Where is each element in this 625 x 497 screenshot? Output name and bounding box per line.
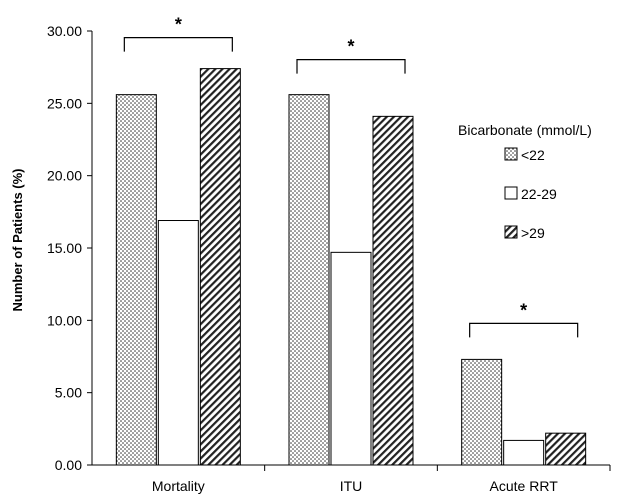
legend-label-1: 22-29 (521, 186, 557, 202)
y-tick-label: 15.00 (47, 240, 82, 256)
y-tick-label: 30.00 (47, 23, 82, 39)
y-axis-label: Number of Patients (%) (10, 168, 25, 311)
bars (115, 68, 587, 466)
category-label: Mortality (152, 478, 205, 494)
bar-itu-0 (288, 94, 330, 466)
legend-swatch-2 (504, 225, 518, 239)
significance-brackets: * * * (123, 15, 579, 338)
y-tick-label: 20.00 (47, 168, 82, 184)
significance-bracket (469, 322, 579, 338)
bar-itu-2 (372, 115, 414, 466)
bar-acute-rrt-2 (545, 432, 587, 466)
legend-label-2: >29 (521, 225, 545, 241)
bar-acute-rrt-1 (503, 439, 545, 466)
significance-bracket (123, 37, 233, 52)
bar-itu-1 (330, 251, 372, 466)
significance-bracket (296, 59, 406, 74)
significance-star: * (175, 15, 182, 35)
category-label: Acute RRT (490, 478, 559, 494)
significance-star: * (520, 300, 527, 320)
y-tick-label: 5.00 (55, 385, 82, 401)
category-label: ITU (340, 478, 363, 494)
bar-mortality-2 (199, 68, 241, 466)
bar-acute-rrt-0 (461, 358, 503, 466)
legend-swatch-1 (504, 186, 518, 200)
significance-star: * (347, 37, 354, 57)
legend-label-0: <22 (521, 147, 545, 163)
legend-swatch-0 (504, 147, 518, 161)
bar-mortality-0 (115, 94, 157, 466)
y-tick-label: 0.00 (55, 457, 82, 473)
legend: Bicarbonate (mmol/L) <22 22-29 >29 (458, 122, 592, 241)
y-tick-label: 25.00 (47, 95, 82, 111)
bar-mortality-1 (157, 220, 199, 466)
y-tick-label: 10.00 (47, 312, 82, 328)
category-labels: Mortality ITU Acute RRT (152, 478, 558, 494)
legend-title: Bicarbonate (mmol/L) (458, 122, 592, 138)
y-ticks: 0.00 5.00 10.00 15.00 20.00 25.00 30.00 (47, 23, 92, 473)
